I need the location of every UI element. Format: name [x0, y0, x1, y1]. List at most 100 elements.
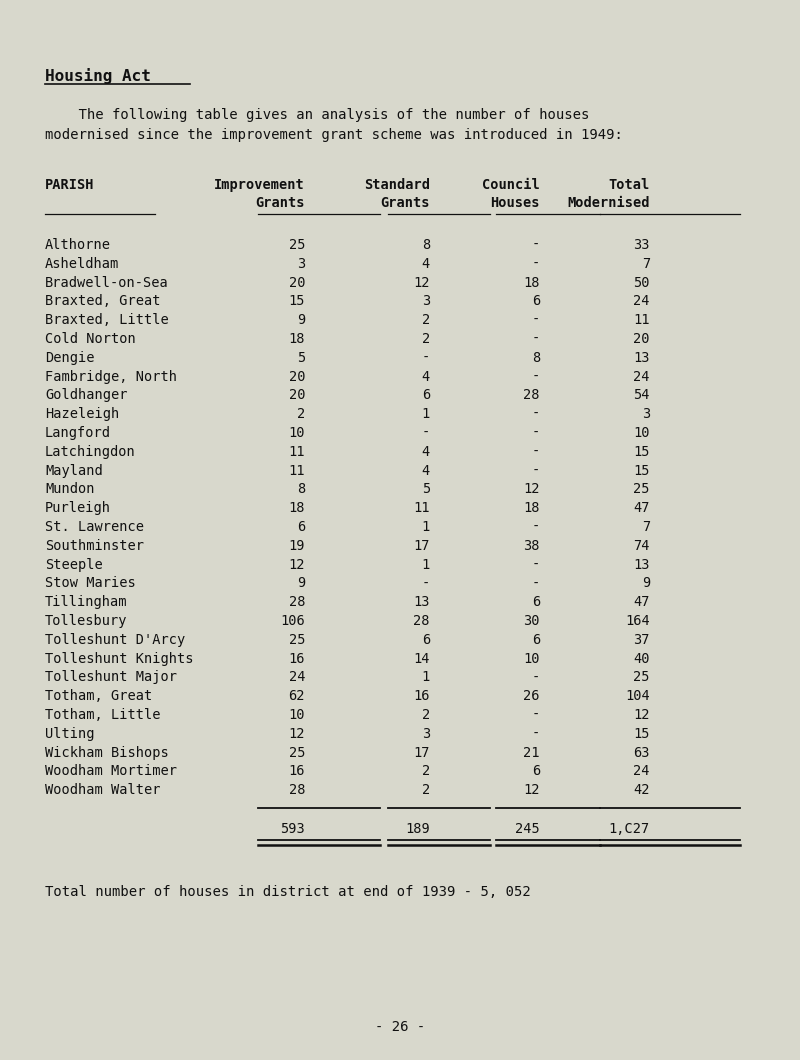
- Text: Ulting: Ulting: [45, 727, 94, 741]
- Text: 47: 47: [634, 596, 650, 609]
- Text: 593: 593: [280, 822, 305, 836]
- Text: 19: 19: [289, 538, 305, 553]
- Text: 6: 6: [422, 388, 430, 403]
- Text: Langford: Langford: [45, 426, 111, 440]
- Text: -: -: [532, 313, 540, 328]
- Text: 33: 33: [634, 238, 650, 252]
- Text: -: -: [532, 257, 540, 270]
- Text: The following table gives an analysis of the number of houses: The following table gives an analysis of…: [45, 108, 590, 122]
- Text: Housing Act: Housing Act: [45, 68, 151, 84]
- Text: -: -: [532, 238, 540, 252]
- Text: Dengie: Dengie: [45, 351, 94, 365]
- Text: Totham, Great: Totham, Great: [45, 689, 152, 703]
- Text: Hazeleigh: Hazeleigh: [45, 407, 119, 421]
- Text: Mundon: Mundon: [45, 482, 94, 496]
- Text: 9: 9: [297, 313, 305, 328]
- Text: 28: 28: [414, 614, 430, 628]
- Text: Woodham Mortimer: Woodham Mortimer: [45, 764, 177, 778]
- Text: -: -: [422, 577, 430, 590]
- Text: Tolleshunt Knights: Tolleshunt Knights: [45, 652, 194, 666]
- Text: 3: 3: [642, 407, 650, 421]
- Text: 17: 17: [414, 745, 430, 760]
- Text: 15: 15: [634, 463, 650, 478]
- Text: Tolleshunt Major: Tolleshunt Major: [45, 670, 177, 685]
- Text: 13: 13: [634, 351, 650, 365]
- Text: 15: 15: [634, 727, 650, 741]
- Text: 62: 62: [289, 689, 305, 703]
- Text: 28: 28: [289, 783, 305, 797]
- Text: Improvement: Improvement: [214, 178, 305, 192]
- Text: 12: 12: [523, 482, 540, 496]
- Text: 1: 1: [422, 407, 430, 421]
- Text: 28: 28: [289, 596, 305, 609]
- Text: Mayland: Mayland: [45, 463, 102, 478]
- Text: 74: 74: [634, 538, 650, 553]
- Text: 4: 4: [422, 463, 430, 478]
- Text: 25: 25: [289, 745, 305, 760]
- Text: 18: 18: [289, 332, 305, 346]
- Text: 40: 40: [634, 652, 650, 666]
- Text: 106: 106: [280, 614, 305, 628]
- Text: 16: 16: [289, 652, 305, 666]
- Text: 37: 37: [634, 633, 650, 647]
- Text: 2: 2: [422, 783, 430, 797]
- Text: 10: 10: [289, 426, 305, 440]
- Text: 2: 2: [297, 407, 305, 421]
- Text: 18: 18: [523, 276, 540, 289]
- Text: -: -: [532, 463, 540, 478]
- Text: 3: 3: [297, 257, 305, 270]
- Text: 10: 10: [634, 426, 650, 440]
- Text: 10: 10: [523, 652, 540, 666]
- Text: Grants: Grants: [255, 196, 305, 210]
- Text: -: -: [422, 351, 430, 365]
- Text: 63: 63: [634, 745, 650, 760]
- Text: Tolleshunt D'Arcy: Tolleshunt D'Arcy: [45, 633, 186, 647]
- Text: 26: 26: [523, 689, 540, 703]
- Text: -: -: [532, 370, 540, 384]
- Text: -: -: [532, 727, 540, 741]
- Text: Total number of houses in district at end of 1939 - 5, 052: Total number of houses in district at en…: [45, 885, 530, 899]
- Text: Total: Total: [609, 178, 650, 192]
- Text: 13: 13: [634, 558, 650, 571]
- Text: 14: 14: [414, 652, 430, 666]
- Text: 11: 11: [289, 463, 305, 478]
- Text: Braxted, Great: Braxted, Great: [45, 295, 161, 308]
- Text: 25: 25: [634, 670, 650, 685]
- Text: 9: 9: [642, 577, 650, 590]
- Text: PARISH: PARISH: [45, 178, 94, 192]
- Text: Woodham Walter: Woodham Walter: [45, 783, 161, 797]
- Text: Wickham Bishops: Wickham Bishops: [45, 745, 169, 760]
- Text: Tollesbury: Tollesbury: [45, 614, 127, 628]
- Text: Houses: Houses: [490, 196, 540, 210]
- Text: -: -: [532, 332, 540, 346]
- Text: 24: 24: [634, 764, 650, 778]
- Text: 4: 4: [422, 445, 430, 459]
- Text: -: -: [532, 708, 540, 722]
- Text: Totham, Little: Totham, Little: [45, 708, 161, 722]
- Text: 12: 12: [289, 727, 305, 741]
- Text: -: -: [532, 558, 540, 571]
- Text: 24: 24: [634, 295, 650, 308]
- Text: - 26 -: - 26 -: [375, 1020, 425, 1034]
- Text: 16: 16: [414, 689, 430, 703]
- Text: Latchingdon: Latchingdon: [45, 445, 136, 459]
- Text: 245: 245: [515, 822, 540, 836]
- Text: 13: 13: [414, 596, 430, 609]
- Text: 3: 3: [422, 727, 430, 741]
- Text: 54: 54: [634, 388, 650, 403]
- Text: 8: 8: [297, 482, 305, 496]
- Text: 11: 11: [289, 445, 305, 459]
- Text: 6: 6: [532, 764, 540, 778]
- Text: 6: 6: [532, 596, 540, 609]
- Text: 12: 12: [523, 783, 540, 797]
- Text: Goldhanger: Goldhanger: [45, 388, 127, 403]
- Text: 10: 10: [289, 708, 305, 722]
- Text: 20: 20: [289, 388, 305, 403]
- Text: 6: 6: [532, 295, 540, 308]
- Text: St. Lawrence: St. Lawrence: [45, 520, 144, 534]
- Text: 2: 2: [422, 764, 430, 778]
- Text: 24: 24: [289, 670, 305, 685]
- Text: Cold Norton: Cold Norton: [45, 332, 136, 346]
- Text: 20: 20: [289, 276, 305, 289]
- Text: 1: 1: [422, 558, 430, 571]
